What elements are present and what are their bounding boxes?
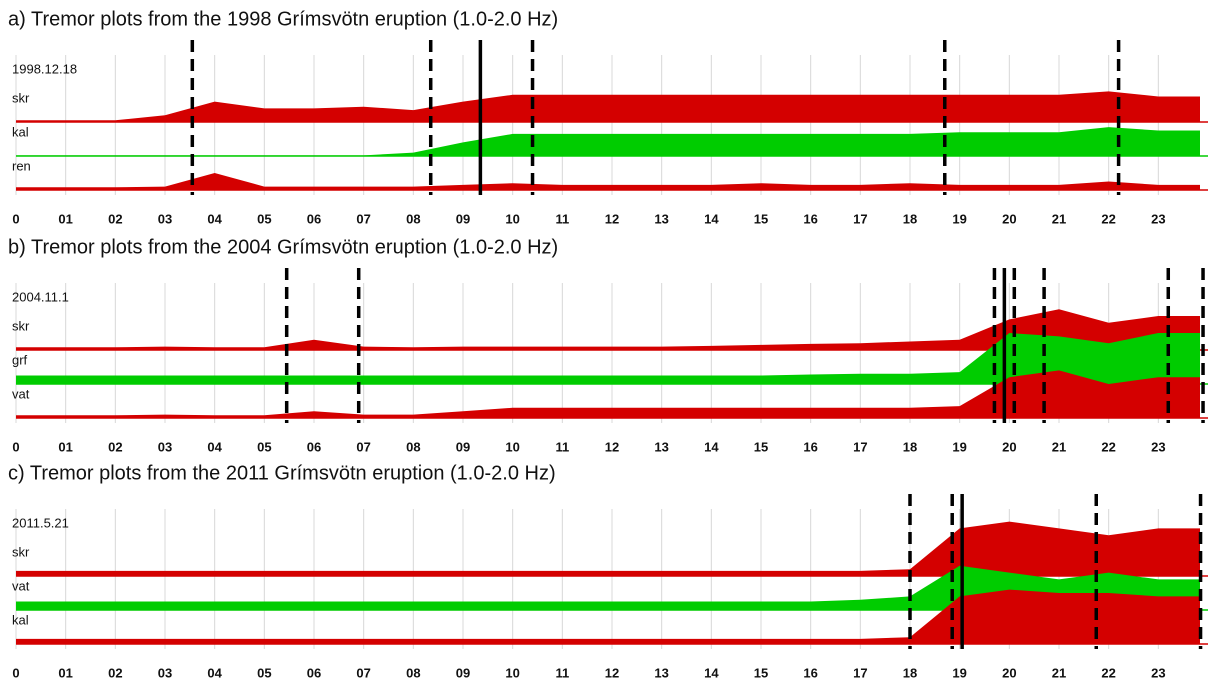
x-tick-label: 09 — [456, 665, 470, 680]
x-tick-label: 21 — [1052, 439, 1066, 454]
x-tick-label: 01 — [58, 665, 72, 680]
x-tick-label: 05 — [257, 439, 271, 454]
x-tick-label: 11 — [555, 211, 569, 226]
x-tick-label: 01 — [58, 439, 72, 454]
tremor-area — [16, 565, 1200, 610]
date-label: 1998.12.18 — [12, 61, 77, 76]
x-tick-label: 17 — [853, 665, 867, 680]
x-tick-label: 23 — [1151, 211, 1165, 226]
station-label: ren — [12, 158, 31, 173]
x-tick-label: 14 — [704, 211, 719, 226]
x-tick-label: 18 — [903, 665, 917, 680]
x-tick-label: 05 — [257, 665, 271, 680]
x-tick-label: 09 — [456, 439, 470, 454]
x-tick-label: 13 — [654, 665, 668, 680]
x-tick-label: 02 — [108, 439, 122, 454]
x-tick-label: 15 — [754, 665, 768, 680]
tremor-area — [16, 173, 1200, 190]
x-tick-label: 12 — [605, 211, 619, 226]
station-label: kal — [12, 612, 29, 627]
x-tick-label: 0 — [12, 665, 19, 680]
panel: c) Tremor plots from the 2011 Grímsvötn … — [8, 462, 1208, 680]
tremor-area — [16, 589, 1200, 644]
x-tick-label: 13 — [654, 439, 668, 454]
x-tick-label: 08 — [406, 439, 420, 454]
x-tick-label: 16 — [803, 211, 817, 226]
x-tick-label: 22 — [1101, 439, 1115, 454]
x-tick-label: 20 — [1002, 665, 1016, 680]
x-tick-label: 17 — [853, 211, 867, 226]
x-tick-label: 16 — [803, 439, 817, 454]
x-tick-label: 15 — [754, 211, 768, 226]
date-label: 2004.11.1 — [12, 289, 69, 304]
x-tick-label: 12 — [605, 665, 619, 680]
x-tick-label: 06 — [307, 211, 321, 226]
tremor-area — [16, 127, 1200, 156]
panel-title: b) Tremor plots from the 2004 Grímsvötn … — [8, 236, 558, 258]
x-tick-label: 19 — [952, 211, 966, 226]
x-tick-label: 03 — [158, 439, 172, 454]
x-tick-label: 0 — [12, 439, 19, 454]
x-tick-label: 07 — [356, 211, 370, 226]
panel: b) Tremor plots from the 2004 Grímsvötn … — [8, 236, 1208, 454]
panel-title: c) Tremor plots from the 2011 Grímsvötn … — [8, 462, 556, 484]
panel: a) Tremor plots from the 1998 Grímsvötn … — [8, 8, 1208, 226]
station-label: skr — [12, 90, 30, 105]
x-tick-label: 12 — [605, 439, 619, 454]
x-tick-label: 06 — [307, 439, 321, 454]
tremor-area — [16, 521, 1200, 576]
x-tick-label: 05 — [257, 211, 271, 226]
x-tick-label: 15 — [754, 439, 768, 454]
x-tick-label: 20 — [1002, 211, 1016, 226]
x-tick-label: 07 — [356, 665, 370, 680]
x-tick-label: 14 — [704, 665, 719, 680]
x-tick-label: 04 — [207, 211, 222, 226]
x-tick-label: 10 — [505, 665, 519, 680]
station-label: kal — [12, 124, 29, 139]
station-label: skr — [12, 544, 30, 559]
x-tick-label: 08 — [406, 665, 420, 680]
x-tick-label: 07 — [356, 439, 370, 454]
x-tick-label: 23 — [1151, 665, 1165, 680]
x-tick-label: 17 — [853, 439, 867, 454]
date-label: 2011.5.21 — [12, 515, 69, 530]
x-tick-label: 21 — [1052, 211, 1066, 226]
x-tick-label: 21 — [1052, 665, 1066, 680]
x-tick-label: 01 — [58, 211, 72, 226]
x-tick-label: 11 — [555, 439, 569, 454]
x-tick-label: 22 — [1101, 211, 1115, 226]
x-tick-label: 19 — [952, 665, 966, 680]
x-tick-label: 22 — [1101, 665, 1115, 680]
station-label: vat — [12, 578, 30, 593]
x-tick-label: 10 — [505, 439, 519, 454]
x-tick-label: 20 — [1002, 439, 1016, 454]
x-tick-label: 06 — [307, 665, 321, 680]
x-tick-label: 19 — [952, 439, 966, 454]
x-tick-label: 10 — [505, 211, 519, 226]
x-tick-label: 18 — [903, 211, 917, 226]
station-label: vat — [12, 386, 30, 401]
station-label: grf — [12, 352, 28, 367]
x-tick-label: 13 — [654, 211, 668, 226]
x-tick-label: 03 — [158, 211, 172, 226]
tremor-area — [16, 370, 1200, 418]
x-tick-label: 03 — [158, 665, 172, 680]
x-tick-label: 14 — [704, 439, 719, 454]
x-tick-label: 16 — [803, 665, 817, 680]
x-tick-label: 04 — [207, 665, 222, 680]
x-tick-label: 18 — [903, 439, 917, 454]
station-label: skr — [12, 318, 30, 333]
panel-title: a) Tremor plots from the 1998 Grímsvötn … — [8, 8, 558, 30]
x-tick-label: 08 — [406, 211, 420, 226]
tremor-area — [16, 91, 1200, 122]
x-tick-label: 09 — [456, 211, 470, 226]
x-tick-label: 0 — [12, 211, 19, 226]
x-tick-label: 23 — [1151, 439, 1165, 454]
x-tick-label: 02 — [108, 211, 122, 226]
x-tick-label: 11 — [555, 665, 569, 680]
x-tick-label: 04 — [207, 439, 222, 454]
x-tick-label: 02 — [108, 665, 122, 680]
